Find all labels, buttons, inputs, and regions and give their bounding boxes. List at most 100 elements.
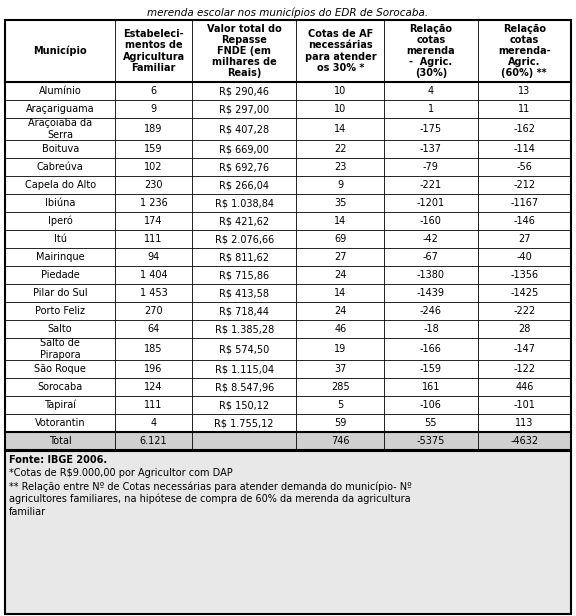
Bar — [384, 194, 478, 212]
Bar — [384, 338, 478, 360]
Text: 37: 37 — [334, 364, 347, 374]
Bar — [115, 118, 192, 140]
Bar — [5, 284, 115, 302]
Bar — [297, 338, 384, 360]
Bar — [384, 212, 478, 230]
Bar — [115, 194, 192, 212]
Text: Sorocaba: Sorocaba — [37, 382, 83, 392]
Text: 9: 9 — [338, 180, 343, 190]
Text: -40: -40 — [517, 252, 532, 262]
Bar — [297, 396, 384, 414]
Bar — [384, 82, 478, 100]
Bar — [478, 414, 571, 432]
Text: 69: 69 — [334, 234, 347, 244]
Bar — [5, 82, 115, 100]
Bar — [5, 248, 115, 266]
Bar — [384, 230, 478, 248]
Text: -114: -114 — [513, 144, 535, 154]
Text: R$ 574,50: R$ 574,50 — [219, 344, 269, 354]
Text: 6.121: 6.121 — [140, 436, 168, 446]
Bar — [5, 320, 115, 338]
Text: 64: 64 — [147, 324, 160, 334]
Text: Relação
cotas
merenda
-  Agric.
(30%): Relação cotas merenda - Agric. (30%) — [407, 23, 455, 78]
Text: Capela do Alto: Capela do Alto — [25, 180, 96, 190]
Bar — [478, 396, 571, 414]
Text: Pilar do Sul: Pilar do Sul — [33, 288, 88, 298]
Bar — [192, 338, 297, 360]
Text: -221: -221 — [420, 180, 442, 190]
Text: 230: 230 — [145, 180, 163, 190]
Bar — [5, 414, 115, 432]
Text: Total: Total — [49, 436, 71, 446]
Text: 59: 59 — [334, 418, 347, 428]
Bar — [5, 266, 115, 284]
Bar — [297, 266, 384, 284]
Bar — [478, 360, 571, 378]
Bar — [115, 212, 192, 230]
Bar — [384, 20, 478, 82]
Bar — [192, 320, 297, 338]
Bar — [384, 432, 478, 450]
Bar — [384, 118, 478, 140]
Bar — [115, 338, 192, 360]
Text: -1356: -1356 — [510, 270, 539, 280]
Text: 14: 14 — [334, 288, 347, 298]
Bar — [192, 158, 297, 176]
Text: R$ 692,76: R$ 692,76 — [219, 162, 269, 172]
Bar — [297, 140, 384, 158]
Text: 24: 24 — [334, 306, 347, 316]
Text: -1425: -1425 — [510, 288, 539, 298]
Text: São Roque: São Roque — [34, 364, 86, 374]
Bar — [192, 230, 297, 248]
Bar — [5, 212, 115, 230]
Bar — [115, 302, 192, 320]
Bar — [297, 378, 384, 396]
Bar — [384, 100, 478, 118]
Text: -146: -146 — [513, 216, 535, 226]
Bar — [384, 158, 478, 176]
Bar — [297, 212, 384, 230]
Bar — [115, 82, 192, 100]
Bar — [297, 158, 384, 176]
Bar — [478, 338, 571, 360]
Text: 111: 111 — [145, 234, 163, 244]
Bar — [115, 414, 192, 432]
Text: -175: -175 — [420, 124, 442, 134]
Bar — [115, 100, 192, 118]
Text: -1201: -1201 — [417, 198, 445, 208]
Bar — [115, 284, 192, 302]
Text: 46: 46 — [334, 324, 347, 334]
Text: Salto: Salto — [48, 324, 73, 334]
Bar — [384, 284, 478, 302]
Text: Iperó: Iperó — [48, 216, 73, 226]
Text: -137: -137 — [420, 144, 442, 154]
Text: 9: 9 — [150, 104, 157, 114]
Text: ** Relação entre Nº de Cotas necessárias para atender demanda do município- Nº: ** Relação entre Nº de Cotas necessárias… — [9, 481, 412, 492]
Text: 1 236: 1 236 — [140, 198, 168, 208]
Text: 746: 746 — [331, 436, 350, 446]
Text: Boituva: Boituva — [41, 144, 79, 154]
Text: 94: 94 — [147, 252, 160, 262]
Text: Piedade: Piedade — [41, 270, 79, 280]
Text: 1 404: 1 404 — [140, 270, 168, 280]
Text: 189: 189 — [145, 124, 163, 134]
Text: Valor total do
Repasse
FNDE (em
milhares de
Reais): Valor total do Repasse FNDE (em milhares… — [207, 23, 282, 78]
Text: 113: 113 — [515, 418, 533, 428]
Bar — [478, 118, 571, 140]
Bar — [297, 248, 384, 266]
Bar — [5, 20, 571, 450]
Text: R$ 290,46: R$ 290,46 — [219, 86, 269, 96]
Text: -1380: -1380 — [417, 270, 445, 280]
Bar — [5, 100, 115, 118]
Bar — [192, 140, 297, 158]
Text: Relação
cotas
merenda-
Agric.
(60%) **: Relação cotas merenda- Agric. (60%) ** — [498, 23, 551, 78]
Bar — [115, 158, 192, 176]
Bar — [5, 360, 115, 378]
Text: 23: 23 — [334, 162, 347, 172]
Bar — [384, 396, 478, 414]
Text: Porto Feliz: Porto Feliz — [35, 306, 85, 316]
Bar — [478, 266, 571, 284]
Text: -212: -212 — [513, 180, 535, 190]
Text: 4: 4 — [150, 418, 157, 428]
Bar — [297, 230, 384, 248]
